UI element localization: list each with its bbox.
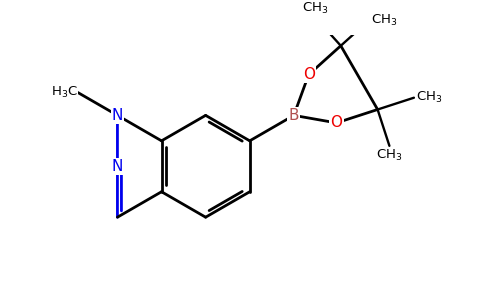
Text: H$_3$C: H$_3$C [51,85,78,100]
Text: CH$_3$: CH$_3$ [302,0,329,16]
Text: CH$_3$: CH$_3$ [371,13,397,28]
Text: O: O [331,116,343,130]
Text: N: N [112,159,123,174]
Text: B: B [288,108,299,123]
Text: O: O [302,67,315,82]
Text: CH$_3$: CH$_3$ [416,90,442,105]
Text: CH$_3$: CH$_3$ [376,148,403,163]
Text: N: N [112,108,123,123]
